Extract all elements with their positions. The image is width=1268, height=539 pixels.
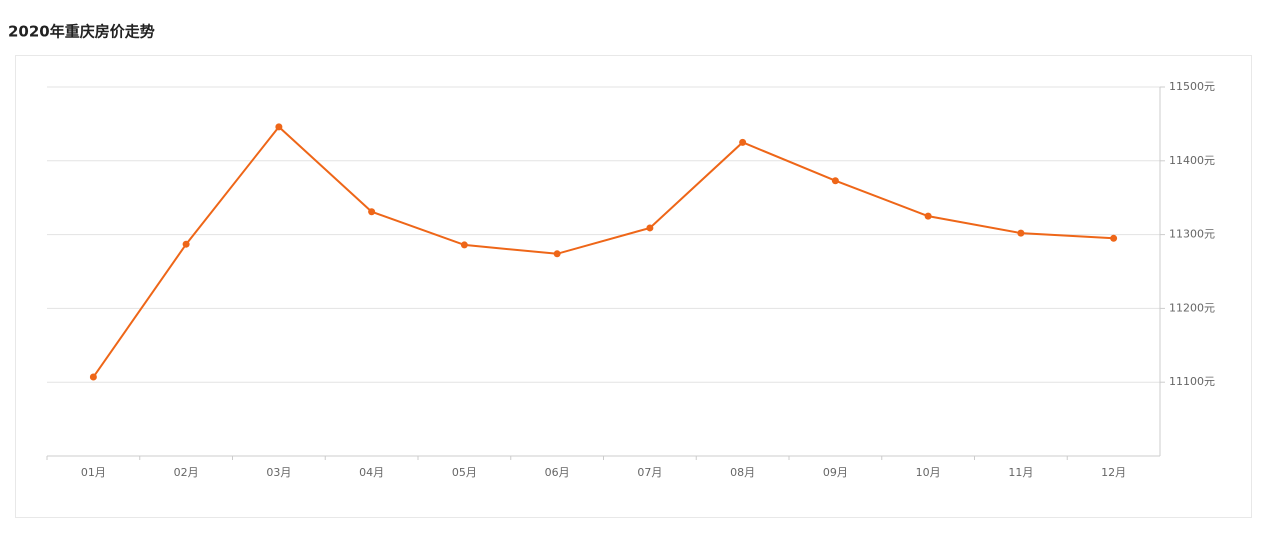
point <box>646 224 654 232</box>
x-tick-label: 10月 <box>916 466 941 479</box>
point <box>368 208 376 216</box>
point <box>739 138 747 146</box>
y-tick-label: 11500元 <box>1169 80 1215 93</box>
x-tick-label: 05月 <box>452 466 477 479</box>
point <box>275 123 283 131</box>
chart-title: 2020年重庆房价走势 <box>8 23 155 41</box>
x-tick-label: 01月 <box>81 466 106 479</box>
x-tick-label: 11月 <box>1008 466 1033 479</box>
x-tick-label: 06月 <box>545 466 570 479</box>
point <box>1017 229 1025 237</box>
chart-frame <box>15 55 1252 518</box>
x-tick-label: 04月 <box>359 466 384 479</box>
y-tick-label: 11100元 <box>1169 375 1215 388</box>
point <box>924 212 932 220</box>
point <box>182 240 190 248</box>
y-tick-label: 11300元 <box>1169 228 1215 241</box>
point <box>89 373 97 381</box>
x-tick-label: 07月 <box>637 466 662 479</box>
x-tick-label: 08月 <box>730 466 755 479</box>
point <box>1110 234 1118 242</box>
line <box>92 125 1114 378</box>
x-tick-label: 02月 <box>174 466 199 479</box>
x-tick-label: 12月 <box>1101 466 1126 479</box>
y-tick-label: 11400元 <box>1169 154 1215 167</box>
y-tick-label: 11200元 <box>1169 301 1215 314</box>
point <box>460 241 468 249</box>
point <box>553 250 561 258</box>
x-tick-label: 03月 <box>266 466 291 479</box>
x-tick-label: 09月 <box>823 466 848 479</box>
point <box>831 177 839 185</box>
